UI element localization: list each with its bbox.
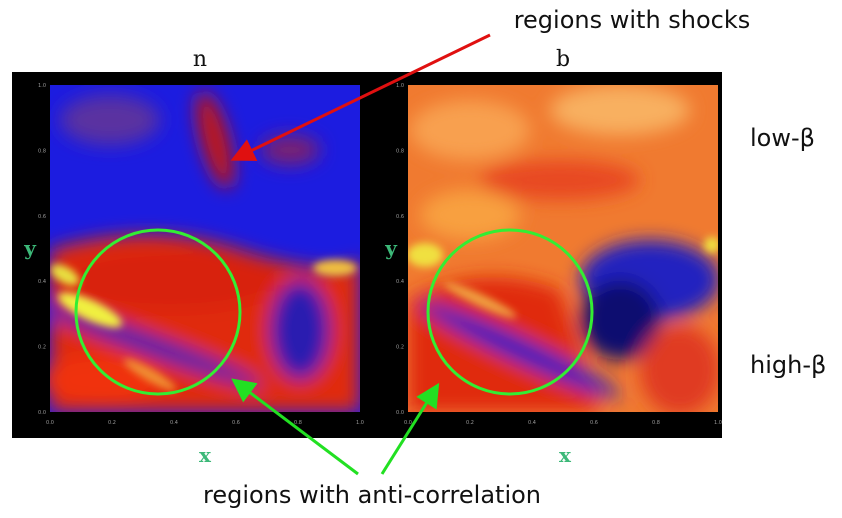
annotation: low-β: [750, 124, 815, 152]
x-tick-label: 0.6: [590, 420, 598, 426]
x-tick-label: 0.0: [404, 420, 412, 426]
y-tick-label: 0.8: [396, 148, 404, 154]
highlight-circle: [426, 228, 594, 396]
x-tick-label: 0.8: [652, 420, 660, 426]
y-tick-label: 0.4: [38, 279, 46, 285]
annotation: high-β: [750, 351, 826, 379]
y-tick-label: 0.6: [38, 214, 46, 220]
y-tick-label: 0.0: [396, 410, 404, 416]
arrow: [380, 382, 440, 475]
arrow: [230, 33, 491, 161]
y-tick-label: 0.0: [38, 410, 46, 416]
y-axis-label: y: [23, 236, 37, 260]
annotation: regions with shocks: [514, 6, 751, 34]
y-tick-label: 0.2: [38, 345, 46, 351]
y-tick-label: 0.6: [396, 214, 404, 220]
x-tick-label: 1.0: [714, 420, 722, 426]
x-axis-label: x: [559, 443, 572, 467]
y-axis-label: y: [384, 236, 398, 260]
x-tick-label: 1.0: [356, 420, 364, 426]
x-tick-label: 0.8: [294, 420, 302, 426]
arrow: [231, 378, 359, 476]
y-tick-label: 0.8: [38, 148, 46, 154]
x-tick-label: 0.2: [466, 420, 474, 426]
x-tick-label: 0.0: [46, 420, 54, 426]
heatmap-n: [50, 85, 360, 412]
x-tick-label: 0.6: [232, 420, 240, 426]
y-tick-label: 1.0: [38, 83, 46, 89]
x-tick-label: 0.2: [108, 420, 116, 426]
y-tick-label: 0.4: [396, 279, 404, 285]
annotation: regions with anti-correlation: [203, 481, 541, 509]
y-tick-label: 0.2: [396, 345, 404, 351]
x-tick-label: 0.4: [528, 420, 536, 426]
panel-title: b: [556, 47, 570, 72]
x-tick-label: 0.4: [170, 420, 178, 426]
x-axis-label: x: [199, 443, 212, 467]
highlight-circle: [74, 228, 242, 396]
panel-title: n: [193, 47, 207, 72]
y-tick-label: 1.0: [396, 83, 404, 89]
